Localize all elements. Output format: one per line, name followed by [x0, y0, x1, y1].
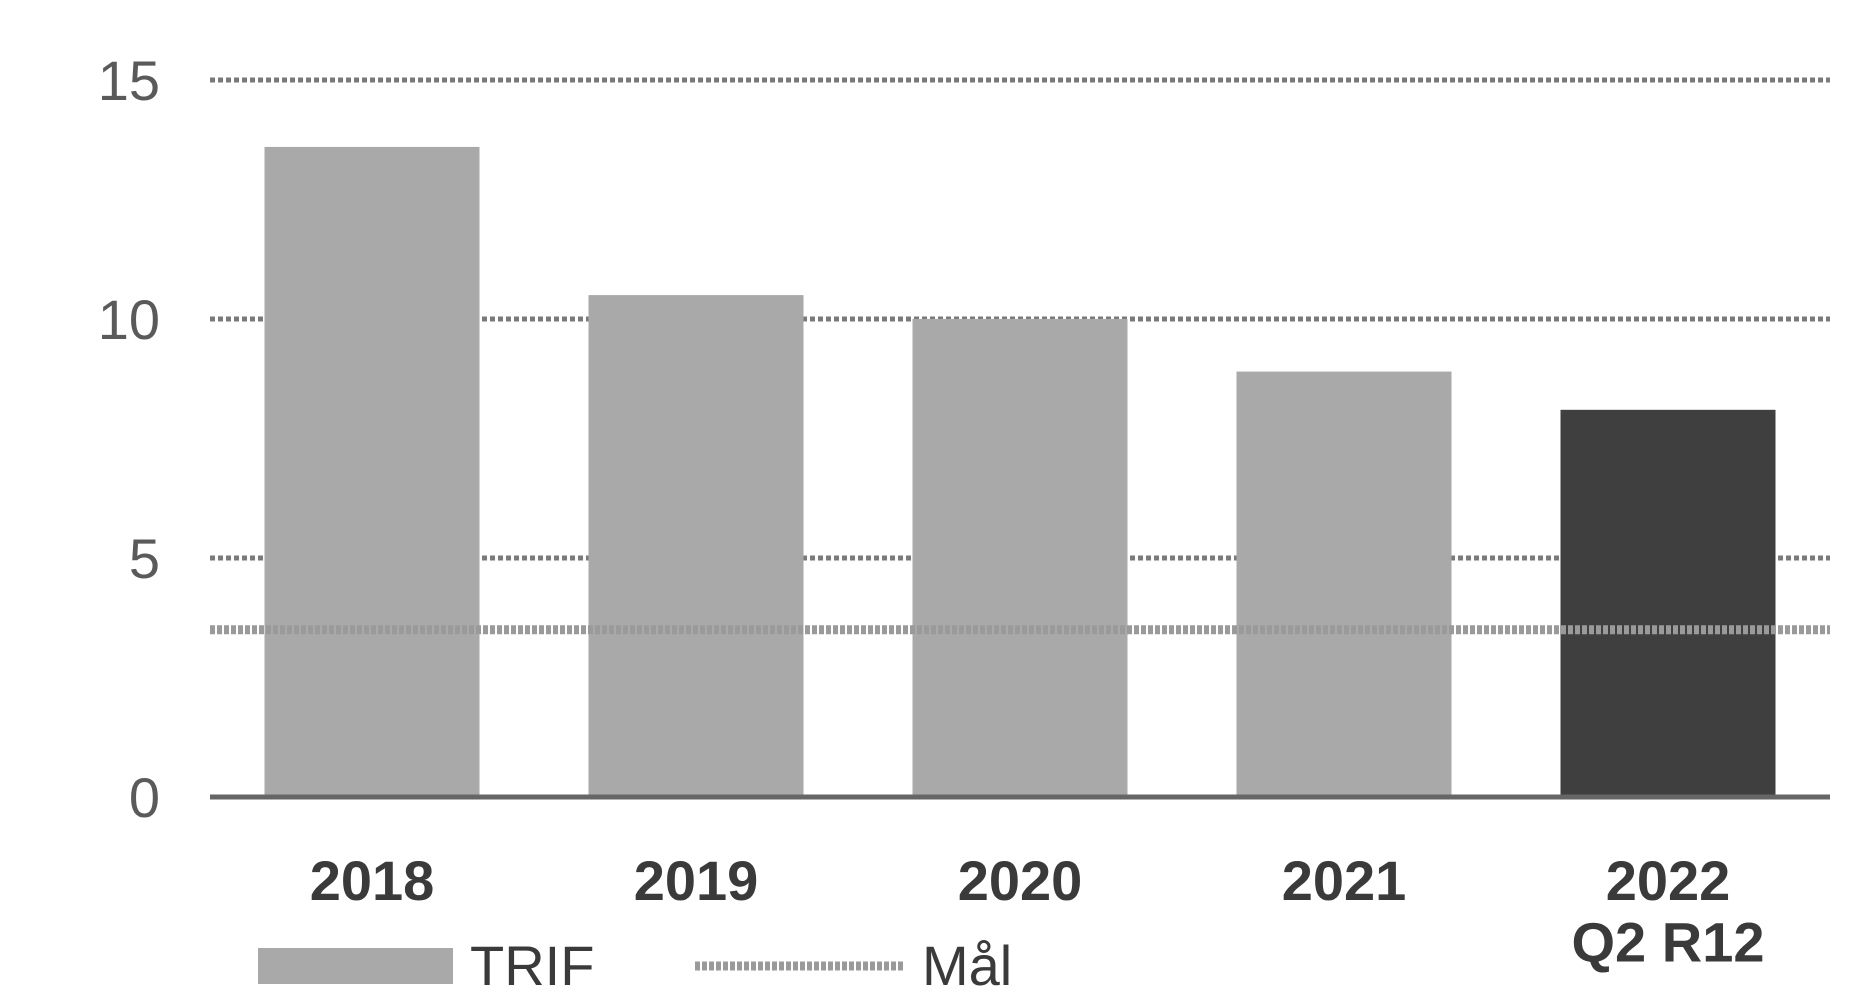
y-tick-label-10: 10 [98, 288, 160, 351]
legend-label-trif: TRIF [470, 934, 594, 993]
x-tick-label-3: 2021 [1282, 849, 1407, 912]
x-tick-label-line: 2021 [1282, 849, 1407, 912]
y-tick-label-5: 5 [129, 527, 160, 590]
x-tick-label-line: 2019 [634, 849, 759, 912]
x-tick-label-1: 2019 [634, 849, 759, 912]
legend-swatch-trif [258, 948, 453, 984]
bar-1 [589, 295, 804, 797]
x-tick-label-line: 2022 [1606, 849, 1731, 912]
x-tick-label-line: 2018 [310, 849, 435, 912]
x-tick-label-0: 2018 [310, 849, 435, 912]
bar-4 [1561, 410, 1776, 797]
y-tick-label-0: 0 [129, 766, 160, 829]
bar-3 [1237, 372, 1452, 797]
y-tick-label-15: 15 [98, 49, 160, 112]
x-tick-label-2: 2020 [958, 849, 1083, 912]
legend-label-mal: Mål [922, 934, 1012, 993]
x-tick-label-line: Q2 R12 [1572, 911, 1765, 974]
bar-2 [913, 319, 1128, 797]
x-tick-label-line: 2020 [958, 849, 1083, 912]
bar-0 [265, 147, 480, 797]
